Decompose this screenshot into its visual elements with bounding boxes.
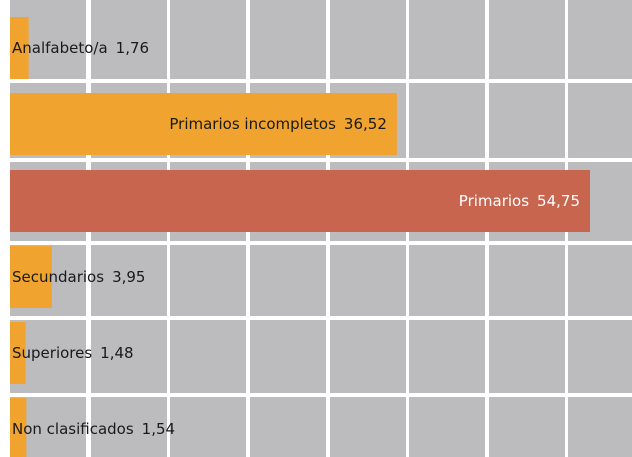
category-label: Secundarios (12, 268, 104, 286)
grid-tile (330, 245, 406, 316)
grid-tile (91, 320, 167, 393)
grid-tile (250, 0, 326, 79)
grid-tile (489, 83, 565, 158)
category-label: Primarios incompletos (169, 115, 336, 133)
grid-tile (568, 0, 632, 79)
grid-tile (91, 245, 167, 316)
value-label: 1,54 (142, 420, 175, 438)
bar (10, 170, 590, 232)
grid-tile (568, 397, 632, 457)
grid-tile (330, 0, 406, 79)
value-label: 3,95 (112, 268, 145, 286)
grid-tile (91, 397, 167, 457)
grid-tile (489, 245, 565, 316)
grid-tile (170, 397, 246, 457)
grid-tile (489, 0, 565, 79)
grid-tile (409, 245, 485, 316)
grid-tile (489, 397, 565, 457)
bar-label: Primarios incompletos 36,52 (169, 115, 386, 133)
grid-tile (568, 320, 632, 393)
category-label: Non clasificados (12, 420, 134, 438)
grid-tile (409, 83, 485, 158)
grid-tile (409, 320, 485, 393)
value-label: 54,75 (537, 192, 580, 210)
category-label: Primarios (459, 192, 529, 210)
bar-label: Analfabeto/a 1,76 (12, 39, 149, 57)
grid-tile (250, 397, 326, 457)
grid-tile (409, 0, 485, 79)
grid-tile (170, 245, 246, 316)
bar-label: Secundarios 3,95 (12, 268, 145, 286)
grid-tile (170, 0, 246, 79)
value-label: 1,76 (116, 39, 149, 57)
grid-tile (330, 320, 406, 393)
bar-label: Primarios 54,75 (459, 192, 580, 210)
bar-label: Superiores 1,48 (12, 344, 134, 362)
category-label: Superiores (12, 344, 92, 362)
grid-tile (330, 397, 406, 457)
grid-tile (91, 0, 167, 79)
category-label: Analfabeto/a (12, 39, 108, 57)
grid-tile (568, 245, 632, 316)
grid-tile (250, 320, 326, 393)
bar (10, 246, 52, 308)
grid-tile (409, 397, 485, 457)
value-label: 36,52 (344, 115, 387, 133)
bar (10, 322, 26, 384)
bar (10, 93, 397, 155)
value-label: 1,48 (100, 344, 133, 362)
grid-tile (568, 83, 632, 158)
grid-tile (170, 320, 246, 393)
bar-label: Non clasificados 1,54 (12, 420, 175, 438)
grid-tile (250, 245, 326, 316)
grid-tile (489, 320, 565, 393)
bar (10, 17, 29, 79)
bar (10, 398, 27, 457)
